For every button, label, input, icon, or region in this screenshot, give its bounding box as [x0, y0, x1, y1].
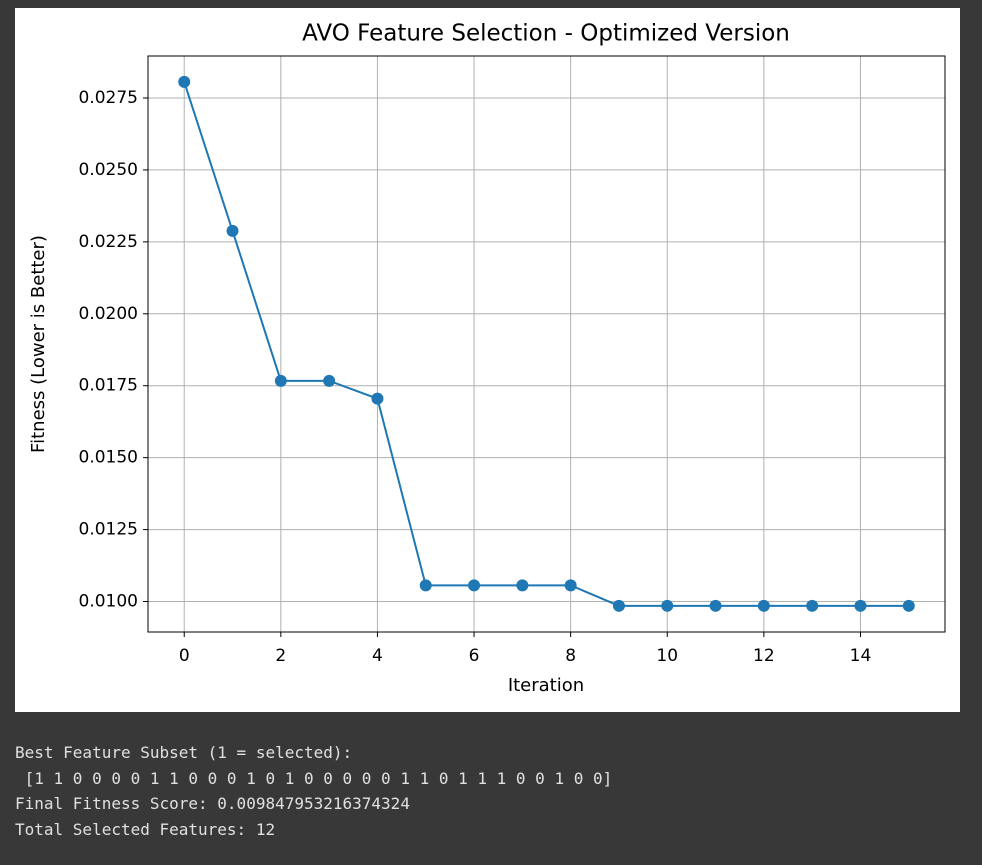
chart: AVO Feature Selection - Optimized Versio…	[15, 8, 960, 712]
y-tick-label: 0.0225	[79, 232, 138, 252]
chart-title: AVO Feature Selection - Optimized Versio…	[302, 21, 790, 47]
output-line: Final Fitness Score: 0.00984795321637432…	[15, 794, 410, 814]
x-tick-label: 4	[372, 646, 383, 666]
data-point	[612, 599, 625, 612]
data-point	[564, 579, 577, 592]
x-tick-label: 2	[275, 646, 286, 666]
x-tick-label: 0	[179, 646, 190, 666]
y-tick-label: 0.0250	[79, 160, 138, 180]
data-point	[757, 599, 770, 612]
data-point	[419, 579, 432, 592]
output-line: Best Feature Subset (1 = selected):	[15, 743, 353, 762]
data-point	[854, 599, 867, 612]
data-point	[516, 579, 529, 592]
output-line: [1 1 0 0 0 0 1 1 0 0 0 1 0 1 0 0 0 0 0 1…	[15, 768, 613, 788]
data-point	[902, 599, 915, 612]
data-line	[183, 81, 909, 607]
output-line: Total Selected Features: 12	[15, 820, 276, 840]
data-point	[226, 224, 239, 237]
plot-frame	[147, 55, 946, 633]
y-tick-label: 0.0175	[79, 376, 138, 396]
data-point	[178, 75, 191, 88]
data-point	[661, 599, 674, 612]
chart-background	[15, 8, 960, 712]
y-tick-label: 0.0100	[79, 592, 138, 612]
x-tick-label: 10	[656, 646, 678, 666]
x-tick-label: 12	[753, 646, 775, 666]
data-point	[709, 599, 722, 612]
console-output: Best Feature Subset (1 = selected): [1 1…	[15, 740, 612, 843]
y-tick-label: 0.0200	[79, 304, 138, 324]
x-tick-label: 8	[565, 646, 576, 666]
data-point	[806, 599, 819, 612]
x-tick-label: 14	[850, 646, 872, 666]
data-point	[371, 392, 384, 405]
x-axis-label: Iteration	[508, 675, 584, 696]
y-tick-label: 0.0125	[79, 520, 138, 540]
x-tick-label: 6	[469, 646, 480, 666]
data-point	[323, 374, 336, 387]
data-point	[468, 579, 481, 592]
y-tick-label: 0.0150	[79, 448, 138, 468]
y-tick-label: 0.0275	[79, 88, 138, 108]
y-axis-label: Fitness (Lower is Better)	[28, 235, 49, 453]
data-point	[274, 374, 287, 387]
